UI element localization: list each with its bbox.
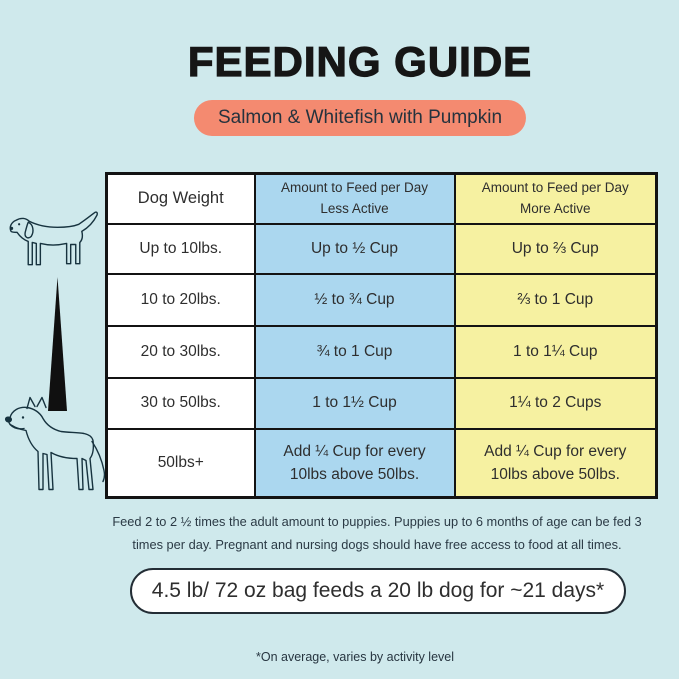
cell-weight: 30 to 50lbs. xyxy=(105,376,256,430)
col-header-weight: Dog Weight xyxy=(105,172,256,225)
cell-more_active: 1¼ to 2 Cups xyxy=(453,376,658,430)
cell-less_active: ½ to ¾ Cup xyxy=(253,272,456,327)
cell-weight: Up to 10lbs. xyxy=(105,222,256,275)
cell-weight: 10 to 20lbs. xyxy=(105,272,256,327)
cell-less_active: Add ¼ Cup for every 10lbs above 50lbs. xyxy=(253,427,456,499)
table-row: 20 to 30lbs. ¾ to 1 Cup 1 to 1¼ Cup xyxy=(105,324,658,379)
table-row: 30 to 50lbs. 1 to 1½ Cup 1¼ to 2 Cups xyxy=(105,376,658,430)
small-dog-icon xyxy=(9,211,98,266)
flavor-badge: Salmon & Whitefish with Pumpkin xyxy=(193,100,527,136)
large-dog-icon xyxy=(4,396,106,491)
bag-size-callout: 4.5 lb/ 72 oz bag feeds a 20 lb dog for … xyxy=(130,568,626,614)
col-header-more_active: Amount to Feed per Day More Active xyxy=(453,172,658,225)
cell-less_active: Up to ½ Cup xyxy=(253,222,456,275)
feeding-table-body: Up to 10lbs. Up to ½ Cup Up to ⅔ Cup 10 to … xyxy=(105,222,658,499)
feeding-table-header: Dog Weight Amount to Feed per Day Less Act… xyxy=(105,172,658,225)
feeding-table: Dog Weight Amount to Feed per Day Less Act… xyxy=(105,172,658,499)
col-header-less_active: Amount to Feed per Day Less Active xyxy=(253,172,456,225)
bag-size-callout-text: 4.5 lb/ 72 oz bag feeds a 20 lb dog for … xyxy=(151,579,605,602)
page-title: FEEDING GUIDE xyxy=(187,37,533,85)
header-row: Dog Weight Amount to Feed per Day Less Act… xyxy=(105,172,658,225)
cell-less_active: ¾ to 1 Cup xyxy=(253,324,456,379)
table-row: 10 to 20lbs. ½ to ¾ Cup ⅔ to 1 Cup xyxy=(105,272,658,327)
cell-more_active: Up to ⅔ Cup xyxy=(453,222,658,275)
cell-weight: 50lbs+ xyxy=(105,427,256,499)
cell-more_active: Add ¼ Cup for every 10lbs above 50lbs. xyxy=(453,427,658,499)
puppy-feeding-note: Feed 2 to 2 ½ times the adult amount to … xyxy=(112,514,642,553)
cell-less_active: 1 to 1½ Cup xyxy=(253,376,456,430)
size-wedge-icon xyxy=(48,277,67,411)
table-row: 50lbs+ Add ¼ Cup for every 10lbs above 50l… xyxy=(105,427,658,499)
cell-more_active: ⅔ to 1 Cup xyxy=(453,272,658,327)
cell-weight: 20 to 30lbs. xyxy=(105,324,256,379)
activity-disclaimer: *On average, varies by activity level xyxy=(255,650,455,664)
table-row: Up to 10lbs. Up to ½ Cup Up to ⅔ Cup xyxy=(105,222,658,275)
cell-more_active: 1 to 1¼ Cup xyxy=(453,324,658,379)
